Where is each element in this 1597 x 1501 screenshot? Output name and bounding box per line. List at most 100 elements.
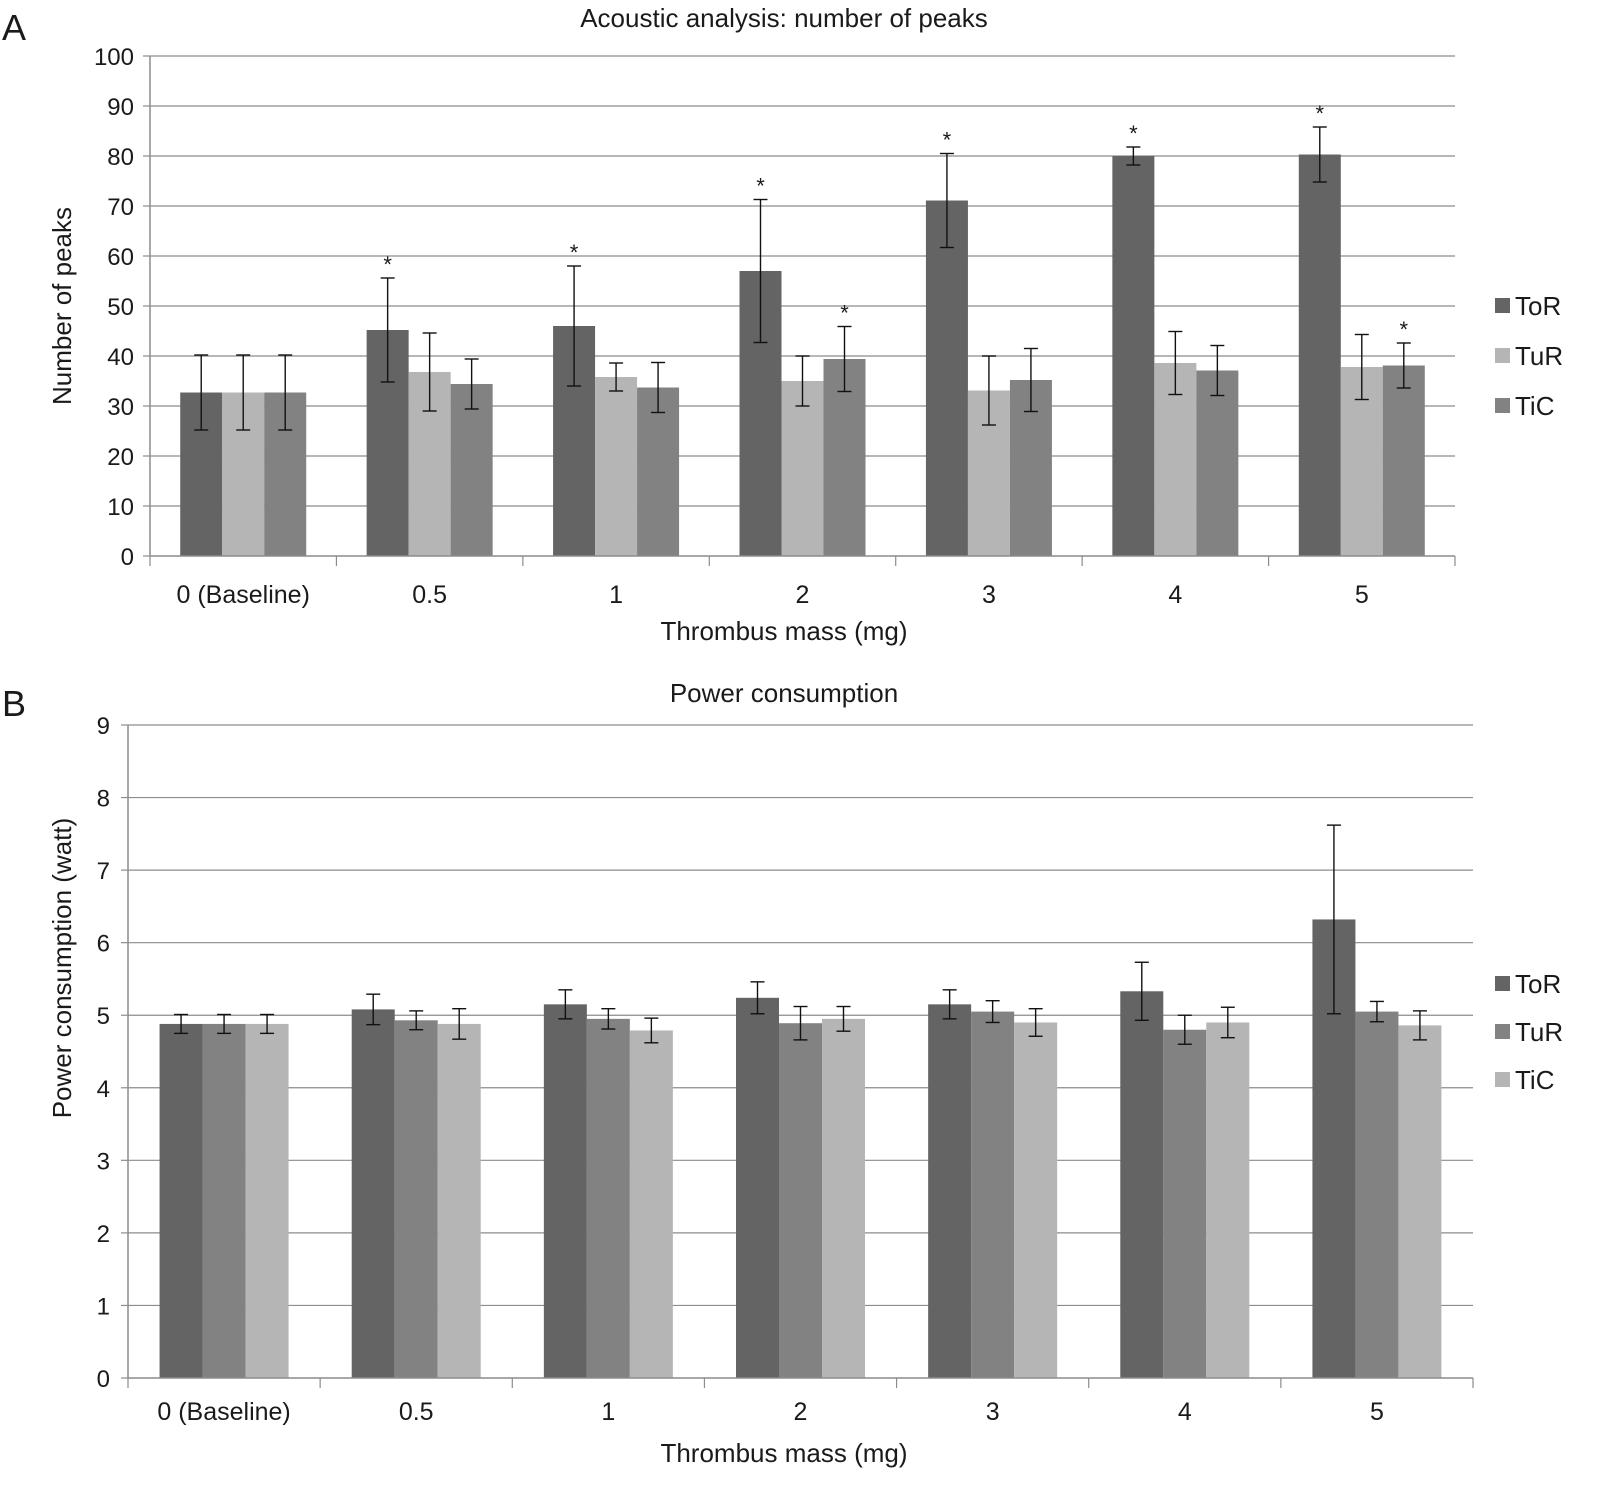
y-axis-label-a: Number of peaks — [47, 207, 77, 405]
y-tick-label: 1 — [97, 1293, 110, 1320]
bar — [1355, 1011, 1399, 1378]
y-axis-label-b: Power consumption (watt) — [47, 818, 77, 1119]
bar — [351, 1009, 395, 1378]
bars-b — [159, 824, 1442, 1378]
bar — [1120, 991, 1164, 1378]
significance-mark: * — [383, 252, 392, 277]
x-tick-label: 5 — [1355, 581, 1369, 609]
bar — [159, 1023, 203, 1378]
significance-mark: * — [1129, 121, 1138, 146]
x-tick-label: 0 (Baseline) — [177, 581, 310, 609]
bar — [586, 1018, 630, 1378]
chart-title-b: Power consumption — [670, 678, 898, 708]
legend-label: TiC — [1515, 391, 1554, 421]
legend-label: ToR — [1515, 291, 1561, 321]
y-tick-label: 6 — [97, 931, 110, 958]
y-tick-label: 9 — [97, 713, 110, 740]
bar — [971, 1011, 1015, 1378]
legend-swatch — [1495, 1024, 1510, 1039]
y-tick-label: 10 — [107, 494, 134, 521]
bar — [822, 1018, 865, 1378]
chart-title-a: Acoustic analysis: number of peaks — [580, 3, 988, 33]
bar — [925, 200, 968, 556]
significance-mark: * — [1316, 101, 1325, 126]
x-axis-label-a: Thrombus mass (mg) — [660, 616, 907, 646]
legend-swatch — [1495, 348, 1510, 363]
legend-a: ToR TuR TiC — [1495, 291, 1563, 421]
bar — [779, 1023, 822, 1378]
bar — [736, 997, 779, 1378]
legend-swatch — [1495, 398, 1510, 413]
y-tick-label: 2 — [97, 1221, 110, 1248]
legend-b: ToR TuR TiC — [1495, 969, 1563, 1095]
y-tick-label: 0 — [121, 544, 134, 571]
y-tick-label: 50 — [107, 294, 134, 321]
bar — [1206, 1022, 1250, 1378]
axes-a: 0 10 20 30 40 50 60 70 80 90 100 0 (Baseline) 0.5 1 2 3… — [94, 44, 1456, 609]
x-tick-label: 0.5 — [399, 1398, 434, 1426]
bar — [1398, 1025, 1442, 1378]
x-tick-label: 0 (Baseline) — [157, 1398, 290, 1426]
bar — [1163, 1029, 1207, 1378]
significance-mark: * — [570, 240, 579, 265]
x-tick-label: 4 — [1168, 581, 1182, 609]
y-tick-label: 8 — [97, 786, 110, 813]
x-tick-label: 3 — [986, 1398, 1000, 1426]
legend-swatch — [1495, 298, 1510, 313]
x-tick-label: 1 — [601, 1398, 615, 1426]
panel-letter-a: A — [2, 7, 26, 48]
bar — [450, 384, 493, 556]
chart-panel-a: A Acoustic analysis: number of peaks Num… — [2, 3, 1563, 646]
bar — [245, 1023, 289, 1378]
y-tick-label: 60 — [107, 244, 134, 271]
y-tick-label: 0 — [97, 1366, 110, 1393]
axes-b: 0 1 2 3 4 5 6 7 8 9 0 (Baseline) 0.5 1 2 3 4 5 — [97, 713, 1474, 1426]
significance-mark: * — [1400, 317, 1409, 342]
bar — [629, 1030, 673, 1378]
legend-label: TiC — [1515, 1065, 1554, 1095]
panel-letter-b: B — [2, 683, 26, 724]
y-tick-label: 20 — [107, 444, 134, 471]
y-tick-label: 30 — [107, 394, 134, 421]
x-tick-label: 3 — [982, 581, 996, 609]
bar — [1014, 1022, 1058, 1378]
bar — [1112, 156, 1155, 556]
x-tick-label: 4 — [1178, 1398, 1192, 1426]
y-tick-label: 90 — [107, 94, 134, 121]
y-tick-label: 7 — [97, 858, 110, 885]
y-tick-label: 100 — [94, 44, 134, 71]
bar — [637, 387, 680, 556]
y-tick-label: 70 — [107, 194, 134, 221]
y-tick-label: 4 — [97, 1076, 110, 1103]
significance-mark: * — [840, 301, 849, 326]
bar — [1382, 365, 1425, 556]
x-tick-label: 2 — [794, 1398, 808, 1426]
significance-mark: * — [756, 174, 765, 199]
bar — [543, 1004, 587, 1378]
bar — [394, 1020, 438, 1378]
bar — [1298, 154, 1341, 556]
y-tick-label: 40 — [107, 344, 134, 371]
x-tick-label: 5 — [1370, 1398, 1384, 1426]
legend-label: TuR — [1515, 1017, 1563, 1047]
x-tick-label: 1 — [609, 581, 623, 609]
y-tick-label: 5 — [97, 1003, 110, 1030]
bar — [437, 1023, 481, 1378]
x-tick-label: 0.5 — [412, 581, 447, 609]
significance-mark: * — [943, 128, 952, 153]
bar — [595, 377, 638, 556]
bar — [781, 381, 824, 556]
bars-a: * * * * * * * * — [180, 101, 1425, 556]
legend-swatch — [1495, 1072, 1510, 1087]
y-tick-label: 3 — [97, 1148, 110, 1175]
x-axis-label-b: Thrombus mass (mg) — [660, 1438, 907, 1468]
x-tick-label: 2 — [796, 581, 810, 609]
bar — [1196, 370, 1239, 556]
legend-label: ToR — [1515, 969, 1561, 999]
chart-panel-b: B Power consumption Power consumption (w… — [2, 678, 1563, 1468]
legend-label: TuR — [1515, 341, 1563, 371]
y-tick-label: 80 — [107, 144, 134, 171]
legend-swatch — [1495, 976, 1510, 991]
bar — [928, 1004, 972, 1378]
